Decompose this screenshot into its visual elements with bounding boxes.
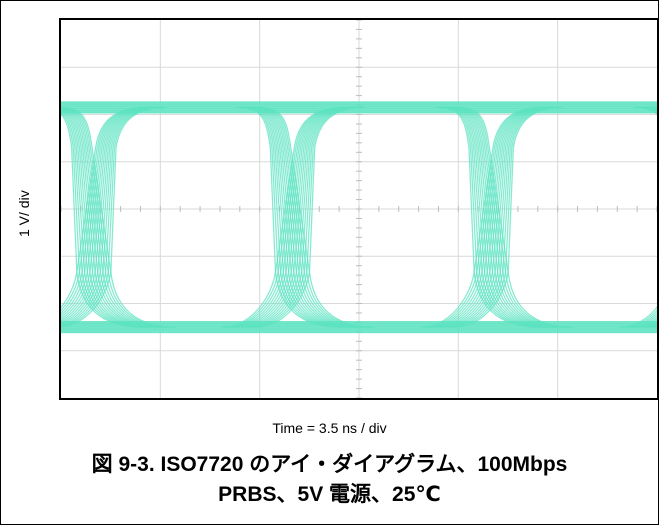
rising-edge-trace (255, 106, 365, 328)
rising-edge-trace (642, 323, 657, 328)
figure-caption: 図 9-3. ISO7720 のアイ・ダイアグラム、100Mbps PRBS、5… (0, 450, 659, 510)
falling-edge-trace (650, 106, 657, 109)
rising-edge-trace (435, 106, 553, 328)
caption-line-1: 図 9-3. ISO7720 のアイ・ダイアグラム、100Mbps (91, 453, 568, 476)
rising-edge-trace (430, 106, 550, 328)
falling-edge-trace (646, 106, 657, 110)
rising-edge-trace (61, 106, 165, 328)
caption-line-2: PRBS、5V 電源、25℃ (218, 483, 441, 506)
rising-edge-trace (650, 325, 657, 328)
falling-edge-trace (639, 106, 657, 112)
rising-edge-trace (237, 106, 354, 328)
falling-edge-trace (638, 106, 657, 112)
rising-edge-trace (441, 106, 556, 328)
falling-edge-trace (643, 106, 657, 110)
rising-edge-trace (61, 106, 160, 326)
rising-edge-trace (433, 106, 551, 328)
rising-edge-trace (61, 106, 167, 328)
rising-edge-trace (221, 106, 345, 328)
x-axis-label: Time = 3.5 ns / div (272, 420, 387, 436)
rising-edge-trace (634, 320, 657, 328)
falling-edge-trace (633, 106, 657, 116)
rising-edge-trace (647, 325, 657, 328)
rising-edge-trace (245, 106, 359, 328)
eye-traces (61, 101, 657, 334)
rising-edge-trace (247, 106, 360, 328)
grid (61, 20, 657, 398)
rising-edge-trace (61, 106, 148, 312)
rising-edge-trace (61, 106, 151, 317)
rising-edge-trace (624, 311, 657, 328)
rising-edge-trace (639, 322, 657, 328)
rising-edge-trace (422, 106, 545, 328)
rising-edge-trace (438, 106, 554, 328)
rising-edge-trace (644, 324, 657, 328)
plot-svg (61, 20, 657, 398)
rising-edge-trace (621, 309, 657, 328)
falling-edge-trace (644, 106, 657, 110)
rising-edge-trace (61, 106, 156, 322)
rising-edge-trace (61, 106, 163, 327)
rising-edge-trace (242, 106, 357, 328)
rising-edge-trace (618, 306, 657, 328)
rising-edge-trace (425, 106, 547, 328)
rising-edge-trace (239, 106, 356, 328)
rising-edge-trace (61, 106, 157, 323)
rising-edge-trace (226, 106, 348, 328)
rising-edge-trace (626, 314, 657, 328)
rising-edge-trace (61, 106, 159, 325)
rising-edge-trace (446, 106, 559, 328)
falling-edge-trace (636, 106, 657, 113)
falling-edge-trace (647, 106, 657, 109)
rising-edge-trace (448, 106, 561, 328)
rising-edge-trace (224, 106, 346, 328)
rising-edge-trace (61, 106, 152, 319)
rising-edge-trace (443, 106, 558, 328)
rising-edge-trace (61, 106, 162, 326)
rising-edge-trace (451, 106, 562, 328)
rising-edge-trace (234, 106, 353, 328)
y-axis-label: 1 V/ div (16, 190, 32, 237)
rising-edge-trace (61, 106, 146, 309)
rising-edge-trace (250, 106, 362, 328)
falling-edge-trace (649, 106, 657, 109)
falling-edge-trace (654, 106, 657, 109)
rising-edge-trace (231, 106, 351, 328)
eye-diagram-plot (59, 18, 659, 400)
falling-edge-trace (652, 106, 657, 109)
rising-edge-trace (629, 316, 657, 328)
rising-edge-trace (428, 106, 548, 328)
rising-edge-trace (454, 106, 564, 328)
rising-edge-trace (252, 106, 364, 328)
rising-edge-trace (420, 106, 543, 328)
falling-edge-trace (635, 106, 657, 115)
rising-edge-trace (631, 318, 657, 328)
rising-edge-trace (652, 326, 657, 328)
rising-edge-trace (229, 106, 350, 328)
rising-edge-trace (61, 106, 154, 321)
rising-edge-trace (61, 106, 149, 314)
falling-edge-trace (641, 106, 657, 111)
rising-edge-trace (637, 321, 657, 328)
